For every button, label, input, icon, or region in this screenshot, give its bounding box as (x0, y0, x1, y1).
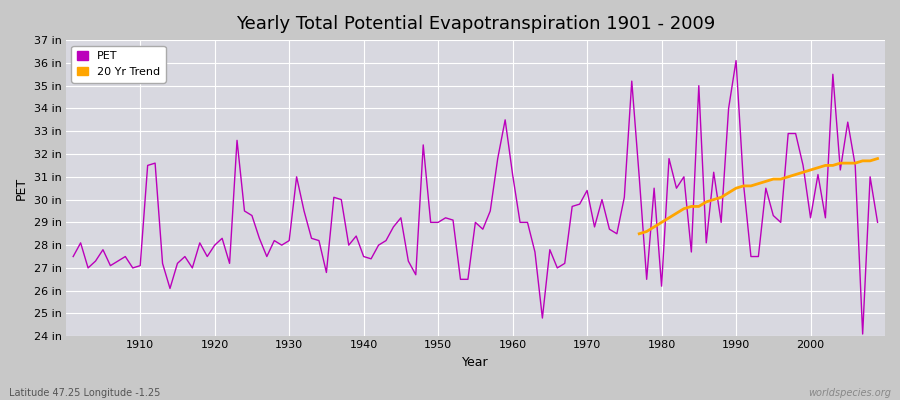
PET (872, 220, 883, 225)
Y-axis label: PET: PET (15, 177, 28, 200)
20 Yr Trend (745, 184, 756, 188)
PET (128, 266, 139, 270)
20 Yr Trend (813, 165, 824, 170)
Line: PET: PET (73, 61, 878, 334)
20 Yr Trend (656, 220, 667, 225)
20 Yr Trend (693, 204, 704, 209)
20 Yr Trend (760, 179, 771, 184)
PET (858, 332, 868, 336)
PET (597, 197, 608, 202)
20 Yr Trend (783, 174, 794, 179)
20 Yr Trend (865, 158, 876, 163)
20 Yr Trend (634, 231, 644, 236)
20 Yr Trend (716, 195, 726, 200)
20 Yr Trend (835, 161, 846, 166)
20 Yr Trend (797, 170, 808, 175)
20 Yr Trend (768, 177, 778, 182)
PET (500, 118, 510, 122)
Title: Yearly Total Potential Evapotranspiration 1901 - 2009: Yearly Total Potential Evapotranspiratio… (236, 15, 715, 33)
20 Yr Trend (820, 163, 831, 168)
20 Yr Trend (858, 158, 868, 163)
X-axis label: Year: Year (462, 356, 489, 369)
20 Yr Trend (790, 172, 801, 177)
20 Yr Trend (649, 224, 660, 229)
Text: worldspecies.org: worldspecies.org (808, 388, 891, 398)
20 Yr Trend (731, 186, 742, 190)
20 Yr Trend (701, 200, 712, 204)
20 Yr Trend (850, 161, 860, 166)
20 Yr Trend (724, 190, 734, 195)
Legend: PET, 20 Yr Trend: PET, 20 Yr Trend (71, 46, 166, 82)
Line: 20 Yr Trend: 20 Yr Trend (639, 158, 878, 234)
20 Yr Trend (872, 156, 883, 161)
20 Yr Trend (806, 168, 816, 172)
20 Yr Trend (842, 161, 853, 166)
20 Yr Trend (642, 229, 652, 234)
20 Yr Trend (671, 211, 682, 216)
PET (731, 58, 742, 63)
20 Yr Trend (775, 177, 786, 182)
20 Yr Trend (686, 204, 697, 209)
PET (336, 197, 346, 202)
20 Yr Trend (738, 184, 749, 188)
20 Yr Trend (708, 197, 719, 202)
20 Yr Trend (679, 206, 689, 211)
PET (292, 174, 302, 179)
20 Yr Trend (827, 163, 838, 168)
20 Yr Trend (753, 181, 764, 186)
PET (508, 172, 518, 177)
PET (68, 254, 78, 259)
20 Yr Trend (663, 216, 674, 220)
Text: Latitude 47.25 Longitude -1.25: Latitude 47.25 Longitude -1.25 (9, 388, 160, 398)
